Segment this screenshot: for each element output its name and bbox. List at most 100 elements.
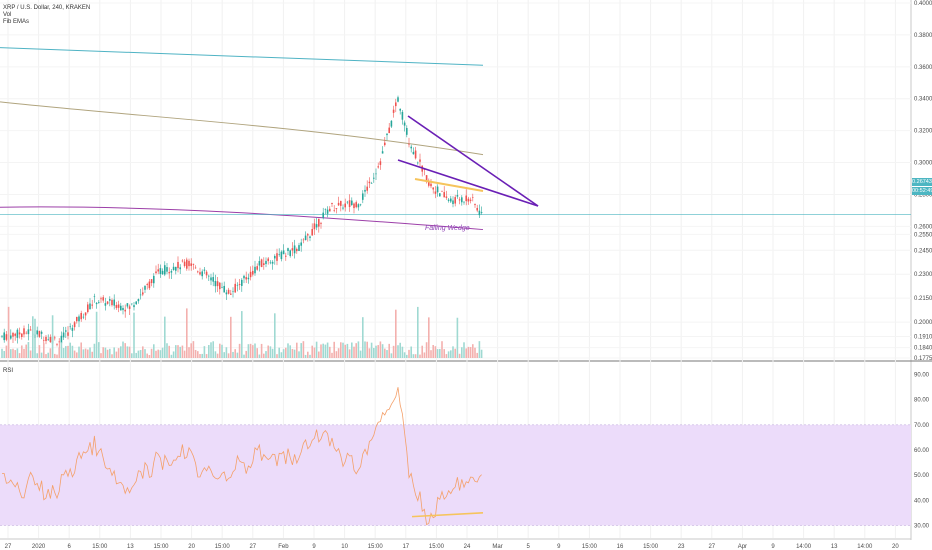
- candle-body: [260, 259, 263, 268]
- volume-bar: [351, 342, 353, 358]
- volume-bar: [69, 342, 71, 358]
- candle-body: [399, 108, 401, 111]
- candle-body: [276, 253, 278, 261]
- candle-body: [432, 187, 434, 190]
- candle-body: [153, 275, 155, 284]
- volume-bar: [54, 353, 56, 358]
- volume-bar: [106, 349, 109, 358]
- volume-bar: [381, 344, 384, 358]
- volume-bar: [410, 346, 412, 358]
- volume-bar: [333, 341, 335, 358]
- candle-body: [45, 336, 47, 342]
- candle-body: [304, 235, 307, 241]
- volume-bar: [476, 352, 478, 358]
- candle-body: [170, 271, 173, 273]
- volume-bar: [113, 347, 115, 358]
- volume-bar: [289, 345, 291, 358]
- volume-bar: [293, 349, 296, 358]
- time-tick-label: 14:00: [796, 544, 812, 550]
- candle-body: [148, 281, 151, 289]
- candle-body: [49, 336, 52, 343]
- candle-body: [93, 296, 96, 297]
- volume-bar: [181, 345, 184, 358]
- volume-bar: [139, 349, 142, 358]
- wedge-upper-line: [407, 115, 539, 207]
- candle-body: [126, 303, 129, 307]
- candle-body: [192, 263, 195, 265]
- candle-body: [1, 335, 3, 337]
- candle-body: [401, 111, 404, 120]
- candle-body: [467, 198, 470, 202]
- volume-bar: [386, 350, 388, 358]
- candle-body: [351, 200, 353, 206]
- candle-body: [40, 331, 43, 334]
- candle-body: [258, 260, 261, 266]
- candle-body: [252, 270, 254, 275]
- candle-body: [337, 202, 340, 206]
- candle-body: [150, 279, 153, 284]
- volume-bar: [102, 347, 104, 358]
- candle-body: [106, 301, 109, 304]
- volume-bar: [236, 352, 239, 358]
- volume-bar: [278, 347, 280, 358]
- volume-bar: [80, 342, 82, 358]
- volume-bar: [84, 348, 87, 358]
- candle-body: [82, 316, 85, 318]
- candle-body: [194, 267, 197, 269]
- candle-body: [379, 161, 382, 165]
- candle-body: [469, 199, 472, 201]
- candle-body: [293, 245, 296, 254]
- volume-bar: [135, 352, 137, 358]
- candle-body: [476, 207, 478, 211]
- volume-bar: [7, 306, 10, 358]
- volume-bar: [458, 353, 461, 358]
- candle-body: [461, 197, 463, 203]
- volume-bar: [280, 352, 283, 358]
- time-tick-label: Mar: [492, 544, 502, 550]
- candle-body: [3, 332, 5, 341]
- volume-bar: [190, 343, 192, 358]
- candle-body: [95, 302, 98, 305]
- time-tick-label: 10: [341, 544, 348, 550]
- candle-body: [175, 266, 177, 271]
- volume-bar: [384, 348, 386, 358]
- candle-body: [397, 97, 399, 102]
- volume-bar: [285, 347, 287, 358]
- volume-bar: [223, 352, 225, 358]
- candle-body: [359, 204, 362, 206]
- volume-bar: [73, 350, 76, 358]
- candle-body: [56, 344, 58, 345]
- volume-bar: [32, 316, 34, 358]
- volume-bar: [472, 344, 474, 358]
- time-tick-label: 15:00: [153, 544, 169, 550]
- candle-body: [348, 200, 351, 207]
- volume-bar: [373, 348, 375, 358]
- candle-body: [227, 289, 230, 294]
- candle-body: [166, 267, 168, 272]
- volume-bar: [16, 348, 19, 358]
- volume-bar: [417, 306, 419, 358]
- volume-bar: [21, 345, 23, 358]
- candle-body: [115, 304, 118, 308]
- volume-bar: [322, 343, 324, 358]
- candle-body: [289, 250, 291, 256]
- candle-body: [179, 267, 181, 270]
- volume-bar: [370, 342, 373, 358]
- ema-line: [0, 206, 484, 231]
- candle-body: [254, 266, 256, 274]
- candle-body: [161, 270, 164, 275]
- volume-bar: [412, 354, 415, 358]
- candle-body: [375, 173, 377, 175]
- volume-bar: [126, 346, 129, 358]
- volume-bar: [87, 349, 89, 358]
- candle-body: [164, 265, 166, 275]
- candle-body: [186, 259, 188, 269]
- volume-bar: [337, 348, 340, 358]
- volume-bar: [346, 343, 349, 358]
- volume-bar: [304, 354, 307, 358]
- countdown-tag: 00:52:49: [912, 187, 932, 195]
- candle-body: [199, 272, 201, 275]
- candle-body: [412, 151, 415, 155]
